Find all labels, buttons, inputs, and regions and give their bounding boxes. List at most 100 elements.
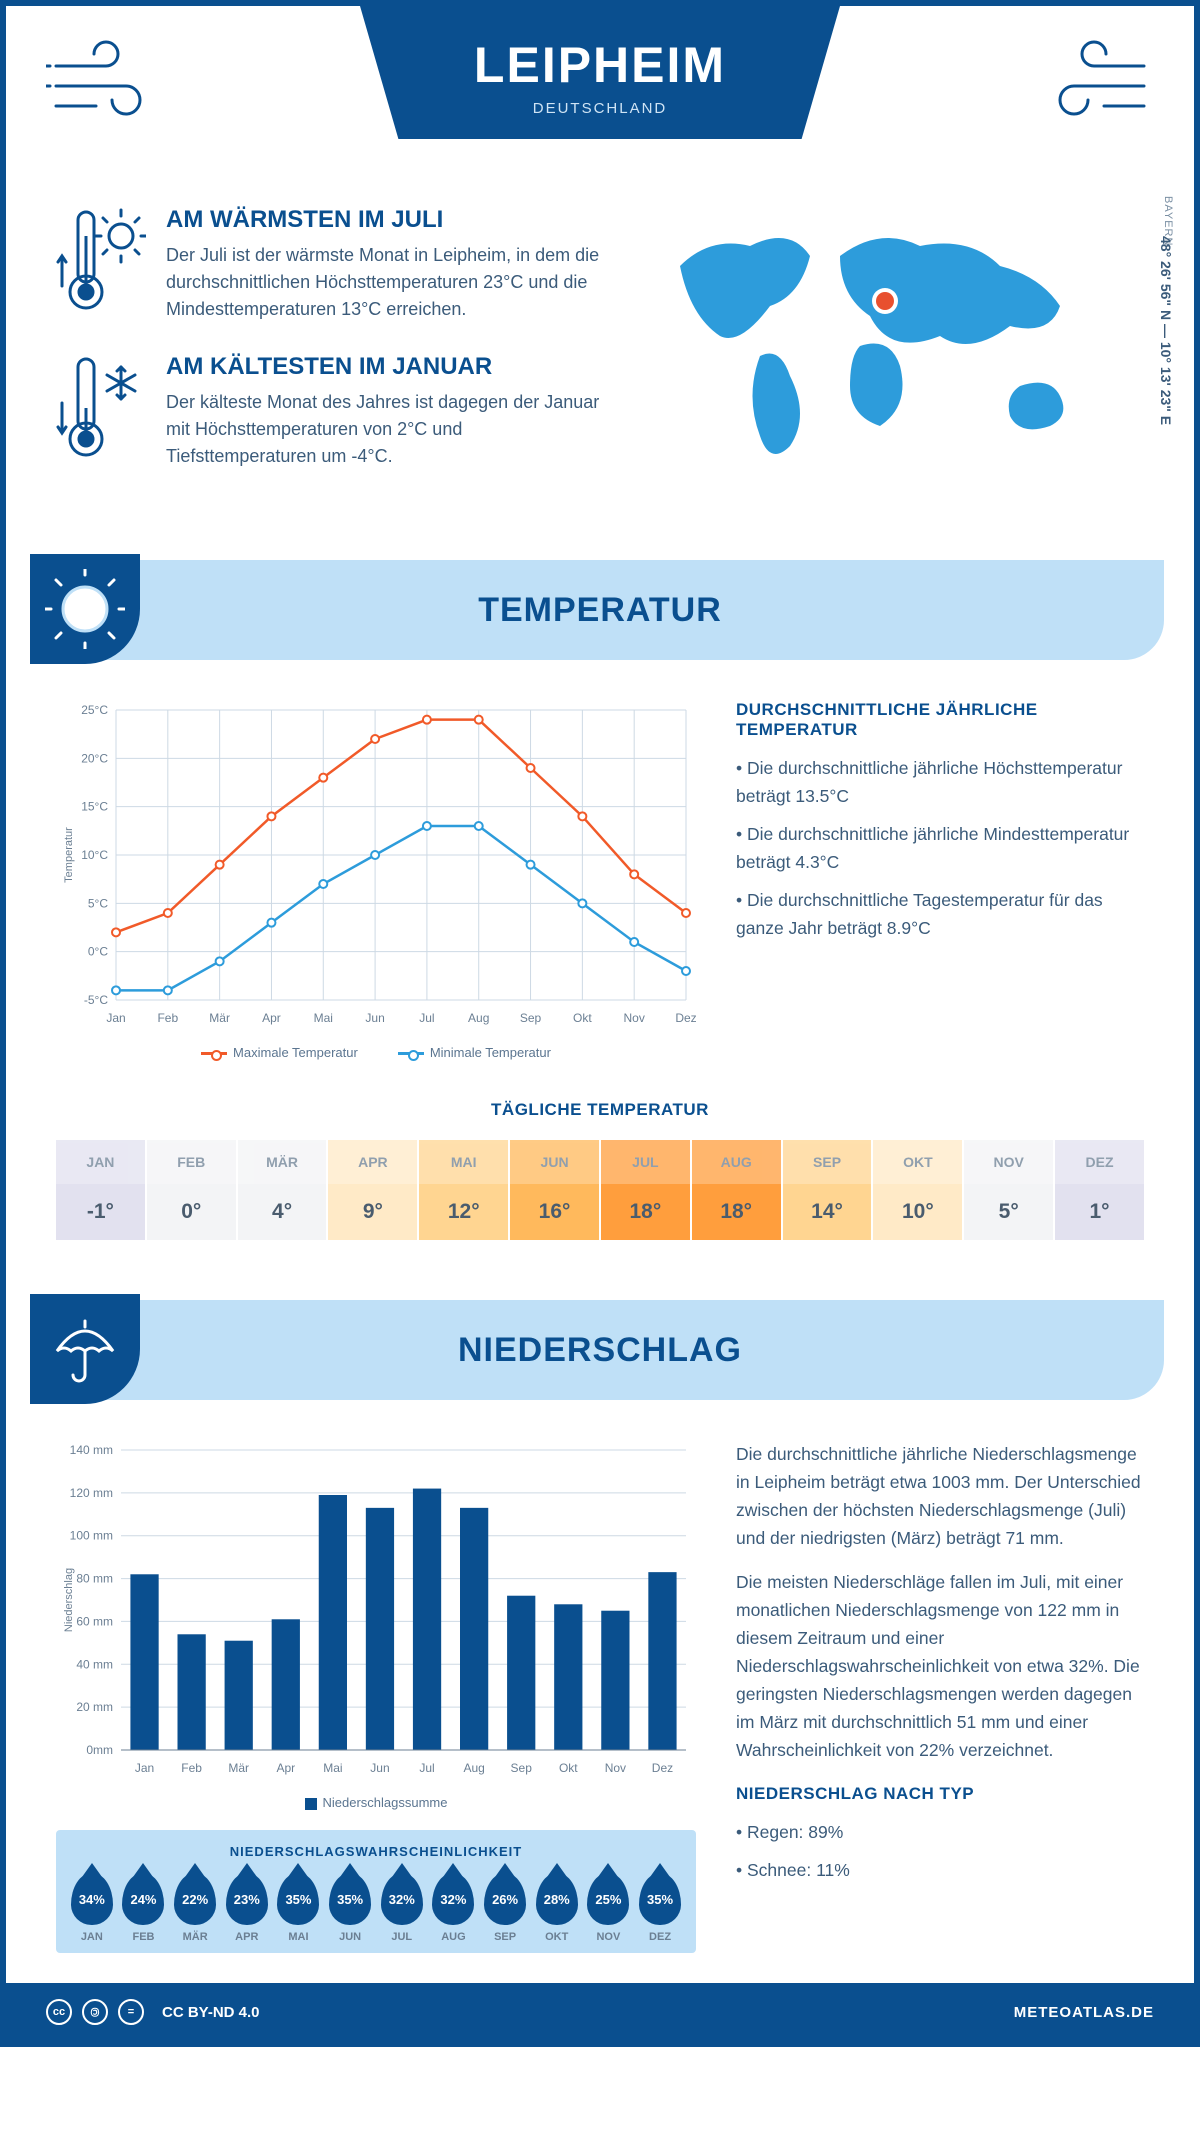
month-cell: MAI 12° [419,1140,510,1240]
svg-text:Jun: Jun [365,1011,384,1025]
precipitation-banner: NIEDERSCHLAG [36,1300,1164,1400]
month-cell: AUG 18° [692,1140,783,1240]
coldest-text: Der kälteste Monat des Jahres ist dagege… [166,389,610,470]
cc-icon: cc [46,1999,72,2025]
svg-text:Sep: Sep [511,1761,533,1775]
svg-text:Niederschlag: Niederschlag [63,1568,75,1632]
city-title: LEIPHEIM [360,36,840,94]
infographic-frame: LEIPHEIM DEUTSCHLAND AM WÄRMSTEN IM JULI… [0,0,1200,2047]
header: LEIPHEIM DEUTSCHLAND [6,6,1194,186]
precip-probability-box: NIEDERSCHLAGSWAHRSCHEINLICHKEIT 34% JAN … [56,1830,696,1953]
svg-text:20°C: 20°C [81,751,108,765]
prob-title: NIEDERSCHLAGSWAHRSCHEINLICHKEIT [66,1844,686,1859]
drop-item: 23% APR [226,1873,268,1943]
legend-min: Minimale Temperatur [430,1045,551,1060]
coordinates: 48° 26' 56" N — 10° 13' 23" E [1158,236,1174,425]
svg-text:Mär: Mär [228,1761,249,1775]
svg-text:Apr: Apr [276,1761,295,1775]
svg-text:Mai: Mai [323,1761,342,1775]
month-cell: MÄR 4° [238,1140,329,1240]
month-cell: DEZ 1° [1055,1140,1144,1240]
drop-item: 32% JUL [381,1873,423,1943]
precipitation-section: 0mm20 mm40 mm60 mm80 mm100 mm120 mm140 m… [6,1400,1194,1983]
svg-text:Dez: Dez [675,1011,696,1025]
coldest-title: AM KÄLTESTEN IM JANUAR [166,353,610,381]
temperature-title: TEMPERATUR [478,591,722,630]
temperature-info: DURCHSCHNITTLICHE JÄHRLICHE TEMPERATUR •… [736,700,1144,1060]
svg-text:Jan: Jan [106,1011,125,1025]
temp-bullet: • Die durchschnittliche jährliche Mindes… [736,820,1144,876]
title-banner: LEIPHEIM DEUTSCHLAND [360,6,840,139]
svg-text:120 mm: 120 mm [70,1486,113,1500]
warmest-fact: AM WÄRMSTEN IM JULI Der Juli ist der wär… [56,206,610,323]
daily-temp-title: TÄGLICHE TEMPERATUR [56,1100,1144,1120]
temp-bullet: • Die durchschnittliche Tagestemperatur … [736,886,1144,942]
svg-text:Jul: Jul [419,1011,434,1025]
svg-text:-5°C: -5°C [84,993,108,1007]
warmest-title: AM WÄRMSTEN IM JULI [166,206,610,234]
legend-max: Maximale Temperatur [233,1045,358,1060]
svg-text:Nov: Nov [624,1011,645,1025]
warmest-text: Der Juli ist der wärmste Monat in Leiphe… [166,242,610,323]
svg-text:0°C: 0°C [88,945,108,959]
svg-text:Temperatur: Temperatur [63,827,75,883]
svg-text:Feb: Feb [181,1761,202,1775]
svg-text:Jun: Jun [370,1761,389,1775]
month-cell: SEP 14° [783,1140,874,1240]
intro-section: AM WÄRMSTEN IM JULI Der Juli ist der wär… [6,186,1194,540]
svg-text:Okt: Okt [559,1761,578,1775]
precipitation-info: Die durchschnittliche jährliche Niedersc… [736,1440,1144,1953]
svg-text:0mm: 0mm [86,1743,113,1757]
country-subtitle: DEUTSCHLAND [360,100,840,117]
svg-text:15°C: 15°C [81,800,108,814]
month-cell: FEB 0° [147,1140,238,1240]
footer: cc 🄯 = CC BY-ND 4.0 METEOATLAS.DE [6,1983,1194,2041]
legend-precip: Niederschlagssumme [323,1795,448,1810]
svg-text:60 mm: 60 mm [76,1614,113,1628]
site-credit: METEOATLAS.DE [1014,2004,1154,2021]
drop-item: 34% JAN [71,1873,113,1943]
precip-type: • Schnee: 11% [736,1856,1144,1884]
precip-legend: Niederschlagssumme [56,1795,696,1810]
svg-text:Mai: Mai [314,1011,333,1025]
precip-type: • Regen: 89% [736,1818,1144,1846]
world-map: BAYERN 48° 26' 56" N — 10° 13' 23" E [640,206,1144,500]
drop-item: 24% FEB [122,1873,164,1943]
svg-text:Okt: Okt [573,1011,592,1025]
svg-text:Nov: Nov [605,1761,626,1775]
daily-temp-grid: JAN -1° FEB 0° MÄR 4° APR 9° MAI 12° JUN… [56,1140,1144,1240]
month-cell: JUL 18° [601,1140,692,1240]
precip-type-heading: NIEDERSCHLAG NACH TYP [736,1784,1144,1804]
svg-text:80 mm: 80 mm [76,1572,113,1586]
drop-item: 35% DEZ [639,1873,681,1943]
temperature-banner: TEMPERATUR [36,560,1164,660]
svg-text:Feb: Feb [157,1011,178,1025]
temp-bullet: • Die durchschnittliche jährliche Höchst… [736,754,1144,810]
license-text: CC BY-ND 4.0 [162,2004,260,2021]
svg-text:Jan: Jan [135,1761,154,1775]
temp-legend: Maximale Temperatur Minimale Temperatur [56,1045,696,1060]
svg-text:Dez: Dez [652,1761,673,1775]
temperature-line-chart: -5°C0°C5°C10°C15°C20°C25°CJanFebMärAprMa… [56,700,696,1030]
svg-text:Sep: Sep [520,1011,542,1025]
wind-icon [1034,36,1154,141]
daily-temperature: TÄGLICHE TEMPERATUR JAN -1° FEB 0° MÄR 4… [6,1080,1194,1280]
umbrella-icon [30,1294,140,1404]
svg-text:Aug: Aug [463,1761,484,1775]
svg-text:100 mm: 100 mm [70,1529,113,1543]
svg-text:25°C: 25°C [81,703,108,717]
month-cell: JUN 16° [510,1140,601,1240]
svg-text:Jul: Jul [419,1761,434,1775]
svg-text:Aug: Aug [468,1011,489,1025]
nd-icon: = [118,1999,144,2025]
drop-item: 22% MÄR [174,1873,216,1943]
coldest-fact: AM KÄLTESTEN IM JANUAR Der kälteste Mona… [56,353,610,470]
thermometer-sun-icon [56,206,146,323]
svg-text:40 mm: 40 mm [76,1657,113,1671]
svg-text:5°C: 5°C [88,896,108,910]
month-cell: APR 9° [328,1140,419,1240]
by-icon: 🄯 [82,1999,108,2025]
drop-item: 32% AUG [432,1873,474,1943]
drop-item: 35% JUN [329,1873,371,1943]
month-cell: OKT 10° [873,1140,964,1240]
